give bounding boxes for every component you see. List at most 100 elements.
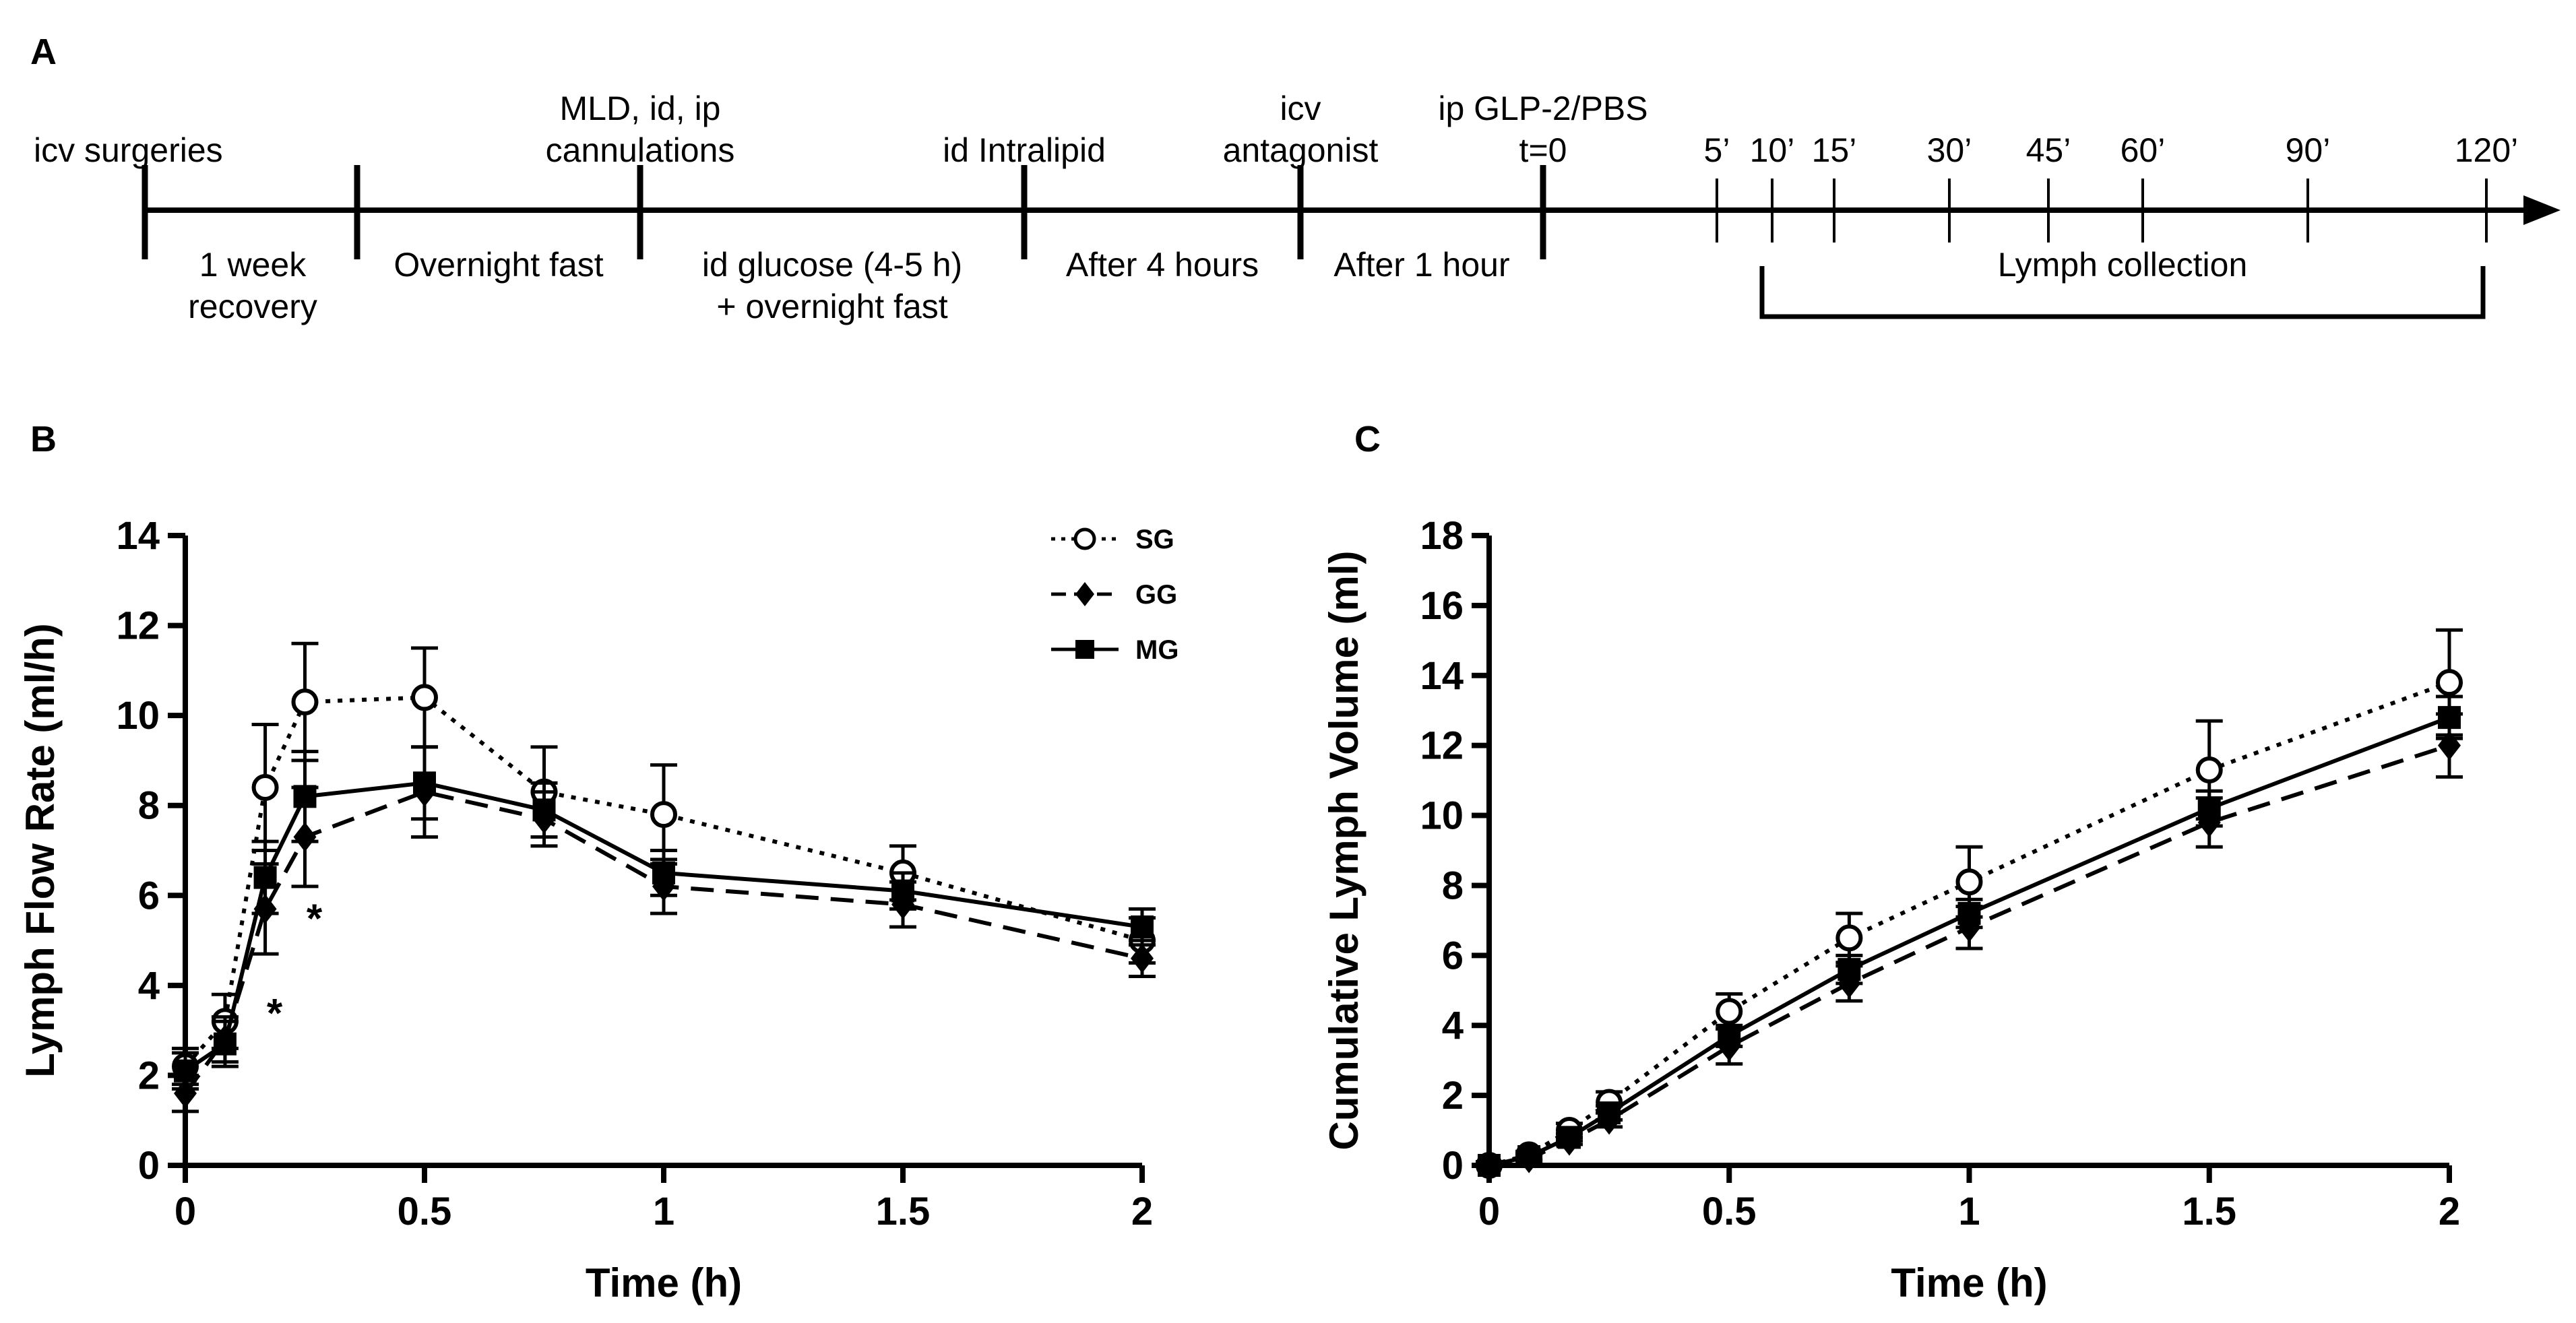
x-axis-title: Time (h): [1891, 1260, 2047, 1305]
data-point-sg: [1955, 868, 1983, 896]
y-tick-label: 2: [1442, 1074, 1464, 1118]
event-label-glp2: ip GLP-2/PBS: [1438, 90, 1647, 127]
data-point-mg: [891, 879, 914, 903]
collection-bracket: [1759, 266, 2486, 319]
series-line-gg: [1488, 743, 2450, 1167]
data-point-sg: [650, 801, 677, 829]
y-tick-label: 0: [138, 1144, 160, 1188]
x-axis-title: Time (h): [586, 1260, 742, 1305]
legend-label-mg: MG: [1135, 635, 1179, 665]
y-tick-label: 16: [1420, 584, 1464, 628]
interval-label-recovery: 1 week: [199, 246, 307, 284]
x-tick-label: 1: [653, 1190, 674, 1233]
series-mg: [172, 745, 1156, 1091]
y-tick-label: 10: [1420, 794, 1464, 838]
data-point-mg: [1957, 902, 1981, 925]
data-point-sg: [291, 688, 319, 716]
event-label-intralipid: id Intralipid: [943, 131, 1106, 169]
sample-time-label: 15’: [1812, 131, 1857, 169]
x-tick-label: 2: [2439, 1190, 2460, 1233]
y-tick-label: 6: [1442, 934, 1464, 977]
data-point-sg: [2195, 756, 2223, 784]
sample-time-label: 10’: [1750, 131, 1795, 169]
event-label-antag: antagonist: [1223, 131, 1379, 169]
chart-panel-c: C 0 2 4 6 8 10 12 14 16 18 0 0.5 1 1.5 2 Time (h) Cumulat…: [1321, 419, 2463, 1305]
legend-label-sg: SG: [1135, 525, 1174, 554]
sample-time-label: 45’: [2026, 131, 2071, 169]
x-tick-label: 0.5: [398, 1190, 452, 1233]
interval-label-fast1: Overnight fast: [394, 246, 603, 284]
y-axis-title: Cumulative Lymph Volume (ml): [1321, 550, 1366, 1150]
data-point-mg: [1837, 958, 1861, 981]
interval-label-after4: After 4 hours: [1066, 246, 1259, 284]
y-tick-label: 8: [1442, 864, 1464, 907]
legend: SG GG MG: [1051, 525, 1179, 665]
y-tick-label: 6: [138, 874, 160, 917]
data-point-mg: [174, 1059, 197, 1083]
data-point-mg: [2438, 706, 2461, 730]
data-point-mg: [413, 771, 436, 795]
sample-time-label: 120’: [2455, 131, 2519, 169]
data-point-mg: [1131, 915, 1154, 939]
x-tick-label: 1: [1958, 1190, 1980, 1233]
data-point-mg: [652, 861, 675, 884]
interval-label-recovery: recovery: [188, 288, 317, 325]
significance-star: *: [267, 990, 283, 1035]
y-tick-label: 4: [1442, 1004, 1464, 1047]
event-label-icv: icv surgeries: [34, 131, 223, 169]
data-point-sg: [1716, 998, 1743, 1025]
interval-label-glucose: id glucose (4-5 h): [702, 246, 962, 284]
panel-letter-a: A: [30, 32, 57, 72]
data-point-mg: [253, 866, 277, 889]
data-point-gg: [1131, 943, 1154, 973]
event-label-glp2: t=0: [1519, 131, 1567, 169]
data-point-sg: [411, 684, 438, 711]
data-point-sg: [1835, 924, 1863, 952]
legend-marker-sg: [1073, 527, 1096, 550]
y-tick-label: 14: [116, 514, 160, 558]
data-point-sg: [251, 774, 279, 801]
data-point-mg: [532, 798, 556, 822]
sample-time-label: 5’: [1704, 131, 1730, 169]
y-axis-title: Lymph Flow Rate (ml/h): [18, 623, 63, 1077]
collection-label: Lymph collection: [1998, 246, 2248, 284]
x-tick-label: 0: [1478, 1190, 1500, 1233]
y-tick-label: 10: [116, 694, 160, 738]
y-tick-label: 2: [138, 1054, 160, 1097]
data-point-mg: [1517, 1145, 1541, 1169]
x-tick-label: 2: [1131, 1190, 1153, 1233]
data-point-mg: [293, 785, 317, 808]
legend-marker-gg: [1075, 582, 1094, 606]
data-point-mg: [1478, 1154, 1501, 1177]
series-mg: [1476, 695, 2463, 1177]
panel-letter-b: B: [30, 419, 57, 459]
y-tick-label: 0: [1442, 1144, 1464, 1188]
y-tick-label: 4: [138, 964, 160, 1008]
x-tick-label: 1.5: [2182, 1190, 2236, 1233]
interval-label-glucose: + overnight fast: [716, 288, 947, 325]
x-tick-label: 0.5: [1702, 1190, 1757, 1233]
panel-letter-c: C: [1354, 419, 1381, 459]
data-point-mg: [213, 1032, 237, 1056]
sample-time-label: 30’: [1927, 131, 1972, 169]
data-point-sg: [2436, 669, 2463, 697]
interval-label-after1: After 1 hour: [1333, 246, 1509, 284]
legend-marker-mg: [1075, 640, 1094, 659]
data-point-mg: [1598, 1101, 1621, 1125]
data-point-gg: [174, 1078, 197, 1109]
sample-time-label: 60’: [2121, 131, 2166, 169]
data-point-mg: [1557, 1126, 1581, 1149]
x-tick-label: 0: [175, 1190, 196, 1233]
y-tick-label: 12: [116, 604, 160, 648]
legend-label-gg: GG: [1135, 580, 1177, 610]
y-tick-label: 18: [1420, 514, 1464, 558]
y-tick-label: 14: [1420, 654, 1464, 698]
series-gg: [1476, 712, 2463, 1180]
timeline-arrowhead: [2523, 195, 2561, 225]
y-tick-label: 12: [1420, 724, 1464, 768]
chart-panel-b: B 0 2 4 6 8 10 12 14 0 0.5 1 1.5 2 Time (h) Lymph Flow …: [18, 419, 1179, 1305]
y-tick-label: 8: [138, 784, 160, 828]
event-label-antag: icv: [1280, 90, 1321, 127]
